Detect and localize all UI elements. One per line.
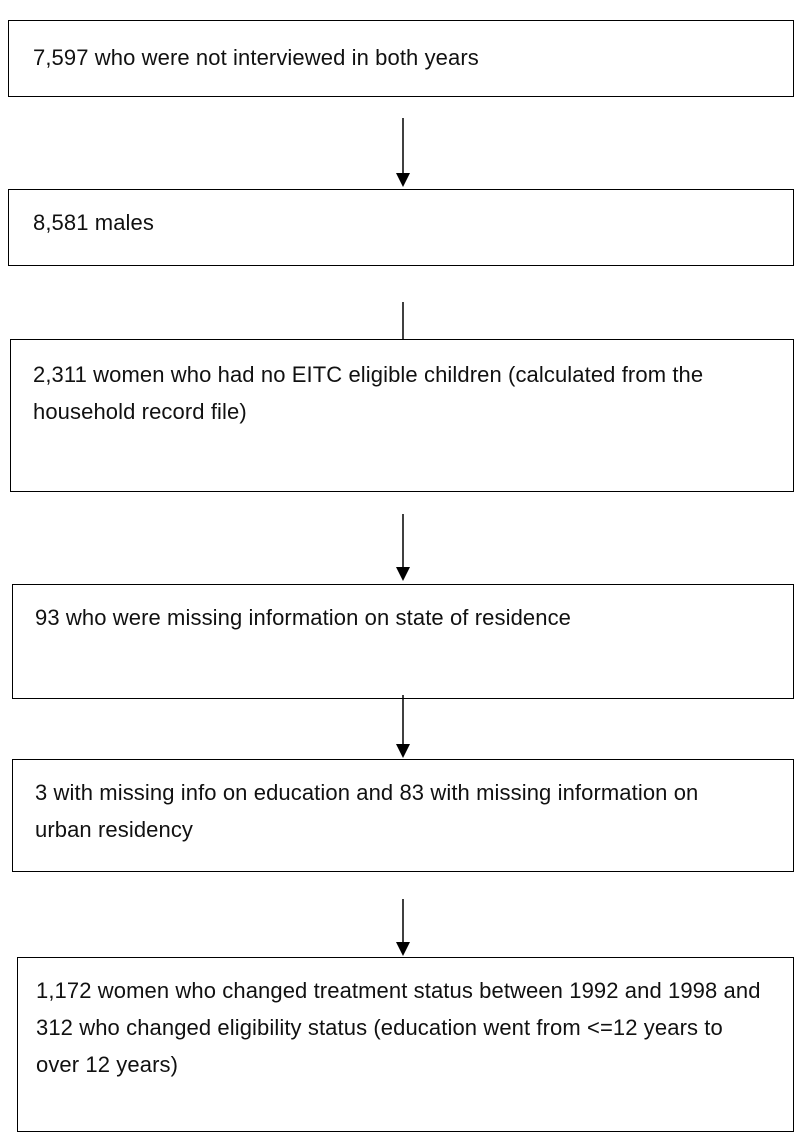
- flow-box-missing-state: 93 who were missing information on state…: [12, 584, 794, 699]
- flow-box-text: 2,311 women who had no EITC eligible chi…: [33, 362, 704, 424]
- flow-box-text: 8,581 males: [33, 210, 154, 235]
- flow-box-not-interviewed: 7,597 who were not interviewed in both y…: [8, 20, 794, 97]
- flow-arrow: [393, 118, 413, 188]
- flow-box-changed-status: 1,172 women who changed treatment status…: [17, 957, 794, 1132]
- flow-box-text: 93 who were missing information on state…: [35, 605, 572, 630]
- flow-box-text: 3 with missing info on education and 83 …: [35, 780, 699, 842]
- flow-box-text: 7,597 who were not interviewed in both y…: [33, 45, 479, 70]
- flow-box-text: 1,172 women who changed treatment status…: [36, 978, 761, 1077]
- flow-arrow: [393, 695, 413, 759]
- flow-box-no-eitc-children: 2,311 women who had no EITC eligible chi…: [10, 339, 794, 492]
- flow-box-missing-education-urban: 3 with missing info on education and 83 …: [12, 759, 794, 872]
- flow-arrow: [393, 514, 413, 582]
- flow-arrow: [393, 899, 413, 957]
- flow-box-males: 8,581 males: [8, 189, 794, 266]
